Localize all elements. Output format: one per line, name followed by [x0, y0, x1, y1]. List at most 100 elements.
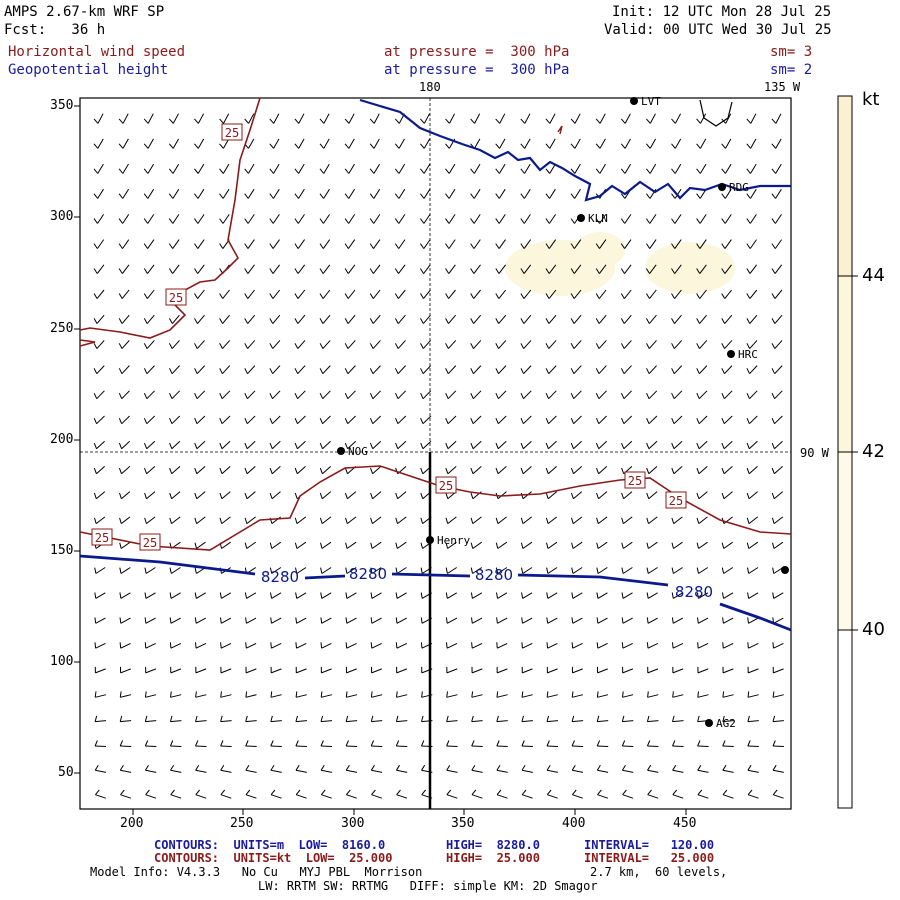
wind-barb [94, 567, 106, 574]
wind-barb [646, 516, 658, 524]
wind-barb [220, 740, 232, 747]
svg-text:25: 25 [225, 126, 239, 140]
svg-text:LVT: LVT [641, 95, 661, 108]
wind-barb [219, 188, 230, 199]
wind-barb [446, 789, 458, 799]
wind-barb [219, 289, 230, 299]
wind-barb [118, 239, 130, 249]
wind-barb [471, 666, 483, 674]
wind-barb [521, 691, 533, 698]
wind-barb [546, 789, 558, 799]
wind-barb [395, 715, 408, 723]
wind-barb [118, 214, 130, 224]
wind-barb [194, 516, 206, 524]
wind-barb [672, 715, 684, 723]
wind-barb [395, 740, 408, 747]
wind-barb [119, 592, 131, 599]
wind-barb [294, 113, 305, 124]
wind-barb [570, 440, 582, 450]
field1-smoothing: sm= 3 [770, 44, 813, 60]
wind-barb [520, 289, 532, 299]
wind-barb [143, 289, 155, 299]
wind-barb [495, 440, 507, 450]
wind-barb [320, 541, 332, 549]
wind-barb [170, 691, 182, 698]
wind-barb [545, 314, 557, 324]
wind-barb [120, 789, 132, 799]
wind-barb [545, 113, 556, 124]
speed-contour-label: 25 [221, 123, 243, 141]
wind-barb [195, 789, 207, 799]
wind-barb [169, 715, 182, 723]
lon-label-90w: 90 W [800, 446, 829, 460]
wind-barb [169, 617, 181, 624]
wind-barb [219, 592, 232, 599]
wind-barb [244, 541, 256, 549]
speed-contour-label: 25 [624, 471, 646, 489]
wind-barb [496, 642, 508, 649]
wind-barb [345, 592, 357, 599]
height-contour-label: 8280 [349, 565, 387, 583]
wind-barb [145, 666, 157, 674]
wind-barb [169, 567, 181, 574]
wind-barb [346, 789, 357, 799]
wind-barb [394, 314, 406, 324]
wind-barb [446, 740, 458, 747]
colorbar-band-40 [838, 452, 852, 630]
wind-barb [396, 666, 408, 674]
wind-barb [345, 617, 357, 624]
wind-barb [195, 691, 207, 698]
wind-barb [646, 340, 657, 349]
wind-barb [195, 715, 207, 723]
wind-barb [647, 764, 659, 773]
wind-barb [646, 617, 658, 624]
wind-barb [570, 390, 582, 400]
wind-barb [470, 239, 481, 249]
speed-contour-label: 25 [665, 491, 687, 509]
wind-barb [746, 340, 758, 349]
wind-barb [269, 163, 280, 174]
wind-barb [646, 541, 658, 549]
wind-barb [319, 340, 331, 349]
wind-barb [244, 289, 255, 299]
wind-barb [195, 764, 207, 773]
wind-barb [746, 188, 757, 199]
wind-barb [570, 365, 582, 375]
wind-barb [722, 789, 734, 799]
wind-barb [771, 138, 782, 149]
wind-barb [445, 289, 456, 299]
wind-barb [144, 567, 156, 574]
lon-label-180: 180 [419, 80, 441, 94]
wind-barb [496, 592, 508, 599]
wind-barb [168, 163, 180, 174]
wind-barb [722, 715, 734, 723]
wind-barb [270, 592, 282, 599]
wind-barb [143, 239, 155, 249]
wind-barb [193, 188, 205, 199]
footer-speed-interval: INTERVAL= 25.000 [584, 851, 715, 865]
wind-barb [220, 789, 232, 799]
coastline [359, 98, 791, 202]
wind-barb [746, 440, 758, 450]
wind-barb [621, 764, 634, 773]
wind-barb [721, 188, 732, 199]
wind-barb [746, 239, 757, 249]
wind-barb [93, 466, 106, 475]
wind-barb [495, 466, 507, 475]
wind-barb [470, 113, 481, 124]
wind-barb [319, 516, 332, 524]
y-tick-label: 250 [50, 321, 74, 336]
wind-barb [294, 264, 306, 274]
wind-barb [420, 340, 431, 349]
wind-barb [143, 163, 155, 174]
x-tick-label: 200 [120, 816, 144, 831]
wind-barb [319, 314, 331, 324]
wind-barb [420, 289, 431, 299]
wind-barb [671, 466, 683, 475]
contour-labels: 8280 8280 8280 8280 25 25 25 25 25 25 25 [91, 123, 713, 601]
station-henry: Henry [426, 534, 470, 547]
wind-barb [344, 214, 356, 224]
wind-barb [570, 113, 581, 124]
wind-barb [646, 415, 658, 425]
wind-barb [470, 214, 481, 224]
